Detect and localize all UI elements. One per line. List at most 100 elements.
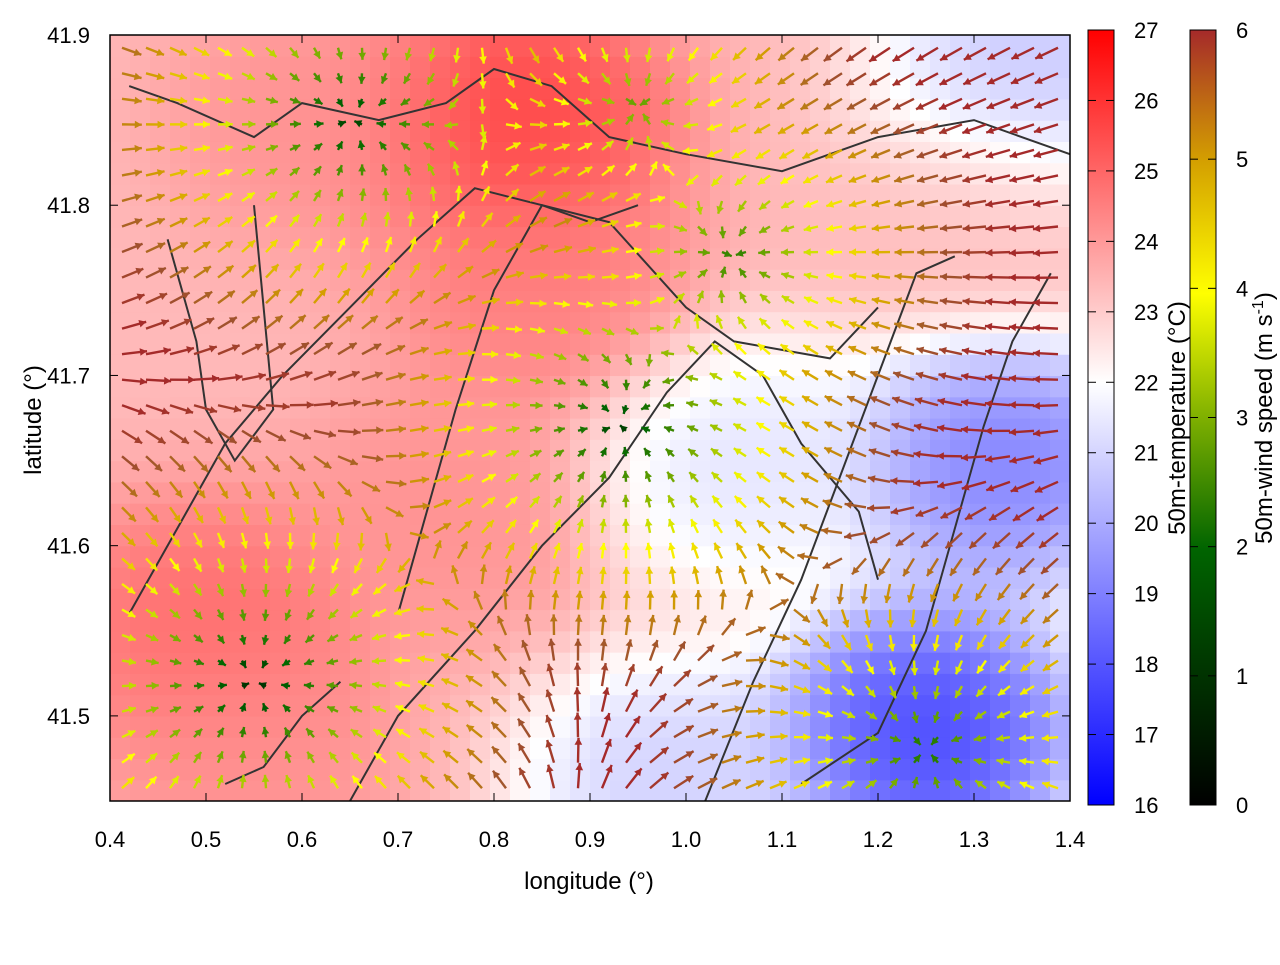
heatmap-cell bbox=[130, 716, 151, 738]
heatmap-cell bbox=[950, 269, 971, 291]
heatmap-cell bbox=[830, 354, 851, 376]
heatmap-cell bbox=[630, 333, 651, 355]
heatmap-cell bbox=[970, 567, 991, 589]
heatmap-cell bbox=[770, 163, 791, 185]
heatmap-cell bbox=[630, 461, 651, 483]
heatmap-cell bbox=[710, 482, 731, 504]
heatmap-cell bbox=[430, 546, 451, 568]
heatmap-cell bbox=[930, 354, 951, 376]
heatmap-cell bbox=[130, 354, 151, 376]
heatmap-cell bbox=[590, 269, 611, 291]
heatmap-cell bbox=[1050, 227, 1071, 249]
heatmap-cell bbox=[610, 780, 631, 802]
heatmap-cell bbox=[470, 56, 491, 78]
heatmap-cell bbox=[850, 716, 871, 738]
heatmap-cell bbox=[290, 312, 311, 334]
heatmap-cell bbox=[510, 461, 531, 483]
heatmap-cell bbox=[210, 354, 231, 376]
heatmap-cell bbox=[110, 312, 131, 334]
heatmap-cell bbox=[110, 631, 131, 653]
heatmap-cell bbox=[770, 141, 791, 163]
heatmap-cell bbox=[270, 503, 291, 525]
heatmap-cell bbox=[390, 546, 411, 568]
heatmap-cell bbox=[610, 227, 631, 249]
heatmap-cell bbox=[270, 205, 291, 227]
heatmap-cell bbox=[110, 737, 131, 759]
heatmap-cell bbox=[630, 780, 651, 802]
heatmap-cell bbox=[430, 397, 451, 419]
heatmap-cell bbox=[970, 205, 991, 227]
heatmap-cell bbox=[790, 716, 811, 738]
heatmap-cell bbox=[750, 99, 771, 121]
heatmap-cell bbox=[110, 78, 131, 100]
heatmap-cell bbox=[370, 461, 391, 483]
heatmap-cell bbox=[1050, 163, 1071, 185]
heatmap-cell bbox=[250, 35, 271, 57]
heatmap-cell bbox=[290, 546, 311, 568]
heatmap-cell bbox=[370, 312, 391, 334]
heatmap-cell bbox=[450, 312, 471, 334]
heatmap-cell bbox=[690, 141, 711, 163]
heatmap-cell bbox=[950, 716, 971, 738]
heatmap-cell bbox=[690, 631, 711, 653]
heatmap-cell bbox=[450, 758, 471, 780]
heatmap-cell bbox=[150, 248, 171, 270]
heatmap-cell bbox=[490, 461, 511, 483]
heatmap-cell bbox=[770, 461, 791, 483]
heatmap-cell bbox=[630, 631, 651, 653]
heatmap-cell bbox=[950, 780, 971, 802]
heatmap-cell bbox=[590, 439, 611, 461]
heatmap-cell bbox=[730, 397, 751, 419]
heatmap-cell bbox=[550, 269, 571, 291]
heatmap-cell bbox=[490, 354, 511, 376]
heatmap-cell bbox=[1050, 354, 1071, 376]
heatmap-cell bbox=[410, 737, 431, 759]
heatmap-cell bbox=[430, 716, 451, 738]
heatmap-cell bbox=[410, 652, 431, 674]
heatmap-cell bbox=[310, 269, 331, 291]
heatmap-cell bbox=[410, 439, 431, 461]
heatmap-cell bbox=[150, 631, 171, 653]
heatmap-cell bbox=[270, 439, 291, 461]
heatmap-cell bbox=[610, 503, 631, 525]
heatmap-cell bbox=[1030, 482, 1051, 504]
heatmap-cell bbox=[750, 35, 771, 57]
heatmap-cell bbox=[350, 269, 371, 291]
heatmap-cell bbox=[550, 588, 571, 610]
heatmap-cell bbox=[590, 524, 611, 546]
heatmap-cell bbox=[450, 120, 471, 142]
heatmap-cell bbox=[910, 716, 931, 738]
heatmap-cell bbox=[410, 184, 431, 206]
heatmap-cell bbox=[810, 35, 831, 57]
heatmap-cell bbox=[230, 546, 251, 568]
heatmap-cell bbox=[390, 524, 411, 546]
heatmap-cell bbox=[350, 312, 371, 334]
heatmap-cell bbox=[390, 461, 411, 483]
heatmap-cell bbox=[130, 397, 151, 419]
heatmap-cell bbox=[370, 163, 391, 185]
heatmap-cell bbox=[690, 695, 711, 717]
heatmap-cell bbox=[950, 461, 971, 483]
heatmap-cell bbox=[1010, 418, 1031, 440]
heatmap-cell bbox=[130, 780, 151, 802]
heatmap-cell bbox=[630, 35, 651, 57]
heatmap-cell bbox=[970, 269, 991, 291]
heatmap-cell bbox=[350, 163, 371, 185]
heatmap-cell bbox=[590, 184, 611, 206]
heatmap-cell bbox=[110, 35, 131, 57]
heatmap-cell bbox=[830, 333, 851, 355]
heatmap-cell bbox=[990, 227, 1011, 249]
heatmap-cell bbox=[930, 312, 951, 334]
heatmap-cell bbox=[450, 269, 471, 291]
heatmap-cell bbox=[470, 99, 491, 121]
heatmap-cell bbox=[650, 184, 671, 206]
heatmap-cell bbox=[810, 269, 831, 291]
heatmap-cell bbox=[550, 163, 571, 185]
heatmap-cell bbox=[330, 461, 351, 483]
heatmap-cell bbox=[670, 78, 691, 100]
heatmap-cell bbox=[690, 737, 711, 759]
heatmap-cell bbox=[410, 248, 431, 270]
heatmap-cell bbox=[710, 631, 731, 653]
heatmap-cell bbox=[830, 737, 851, 759]
heatmap-cell bbox=[610, 695, 631, 717]
